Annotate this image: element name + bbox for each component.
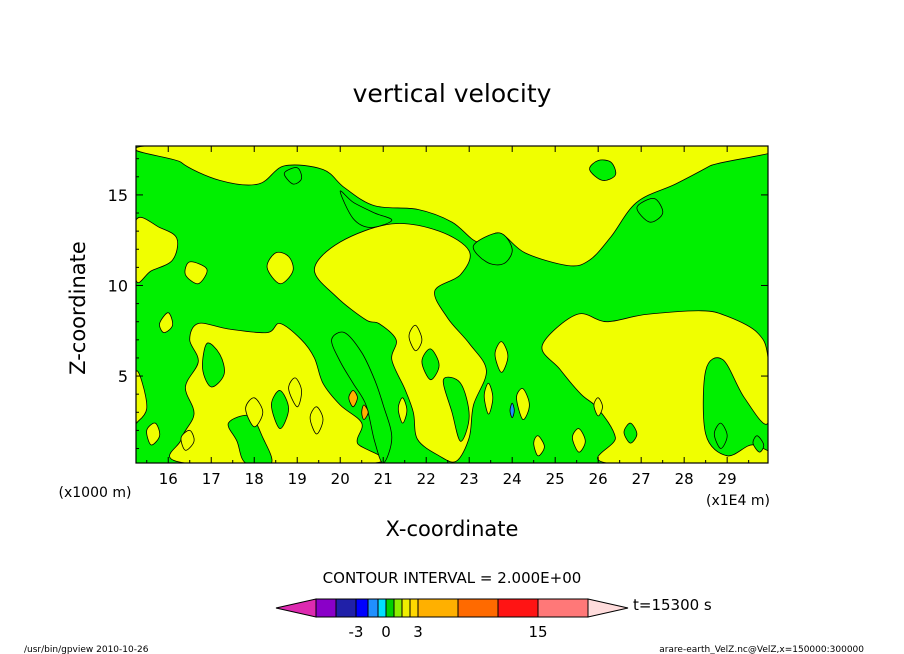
contour-regions [136, 146, 768, 463]
colorbar-swatch-2 [355, 598, 369, 618]
updraft-region-18 [136, 370, 148, 424]
colorbar-swatch-5 [385, 598, 395, 618]
strong-cell-1 [361, 404, 369, 420]
downdraft-region-8 [283, 167, 303, 185]
x-unit-note: (x1E4 m) [706, 493, 770, 509]
colorbar-swatch-4 [377, 598, 387, 618]
colorbar: -3 0 3 15 [275, 598, 629, 641]
colorbar-swatch-9 [417, 598, 459, 618]
x-tick-label-27: 27 [632, 470, 651, 488]
updraft-region-21 [180, 429, 195, 451]
strong-cell-2 [509, 402, 515, 419]
x-axis-label: X-coordinate [386, 517, 519, 541]
updraft-region-19 [146, 422, 161, 446]
downdraft-region-34 [752, 435, 765, 453]
colorbar-swatch-12 [537, 598, 589, 618]
colorbar-swatch-7 [401, 598, 411, 618]
colorbar-swatch-10 [457, 598, 499, 618]
colorbar-arrow-low [275, 598, 317, 618]
updraft-region-25 [408, 324, 423, 352]
updraft-region-2 [313, 223, 487, 463]
x-axis: 16 17 18 19 20 21 22 23 24 25 26 27 28 29 [146, 146, 750, 488]
updraft-region-31 [571, 428, 586, 453]
downdraft-region-7 [339, 190, 393, 228]
x-tick-label-21: 21 [374, 470, 393, 488]
x-tick-label-23: 23 [460, 470, 479, 488]
footer-left: /usr/bin/gpview 2010-10-26 [24, 645, 149, 654]
x-tick-label-28: 28 [675, 470, 694, 488]
downdraft-region-17 [421, 348, 440, 381]
x-tick-label-24: 24 [503, 470, 522, 488]
y-axis-label: Z-coordinate [66, 241, 90, 375]
colorbar-label-0: -3 [349, 623, 364, 641]
downdraft-region-16 [270, 390, 290, 429]
time-label: t=15300 s [633, 596, 712, 614]
updraft-region-28 [483, 382, 494, 415]
colorbar-arrow-high [587, 598, 629, 618]
footer-right: arare-earth_VelZ.nc@VelZ,x=150000:300000 [659, 645, 864, 654]
x-tick-label-29: 29 [718, 470, 737, 488]
updraft-region-27 [494, 341, 509, 373]
colorbar-swatch-11 [497, 598, 539, 618]
updraft-region-5 [266, 251, 294, 285]
chart-title: vertical velocity [353, 79, 552, 108]
downdraft-region-11 [636, 198, 664, 223]
downdraft-region-10 [472, 232, 513, 266]
updraft-region-6 [184, 261, 208, 285]
downdraft-region-12 [331, 331, 393, 463]
x-tick-label-17: 17 [202, 470, 221, 488]
updraft-region-3 [541, 310, 768, 463]
downdraft-region-9 [589, 159, 617, 181]
colorbar-swatch-6 [393, 598, 403, 618]
x-tick-label-20: 20 [331, 470, 350, 488]
strong-cell-0 [348, 390, 358, 408]
colorbar-label-2: 3 [413, 623, 423, 641]
updraft-region-24 [309, 406, 324, 435]
updraft-region-30 [533, 435, 545, 457]
colorbar-label-1: 0 [381, 623, 391, 641]
x-tick-label-16: 16 [159, 470, 178, 488]
y-axis: 5 10 15 [108, 158, 768, 450]
updraft-region-4 [136, 216, 179, 284]
x-tick-label-25: 25 [546, 470, 565, 488]
y-tick-label-10: 10 [108, 276, 128, 295]
x-tick-label-18: 18 [245, 470, 264, 488]
x-tick-label-22: 22 [417, 470, 436, 488]
y-tick-label-15: 15 [108, 186, 128, 205]
colorbar-label-3: 15 [528, 623, 547, 641]
updraft-region-23 [288, 377, 302, 408]
updraft-region-22 [245, 397, 264, 428]
updraft-region-20 [159, 312, 174, 333]
downdraft-region-35 [623, 422, 638, 444]
plot-frame [135, 145, 769, 464]
colorbar-swatch-8 [409, 598, 419, 618]
downdraft-region-33 [713, 422, 728, 449]
x-tick-label-26: 26 [589, 470, 608, 488]
colorbar-swatch-1 [335, 598, 357, 618]
downdraft-region-15 [442, 376, 470, 442]
updraft-region-29 [516, 388, 530, 420]
updraft-region-26 [397, 397, 408, 424]
y-unit-note: (x1000 m) [59, 485, 132, 501]
downdraft-region-13 [202, 342, 225, 388]
colorbar-swatch-3 [367, 598, 379, 618]
plot-area [135, 145, 769, 464]
x-tick-label-19: 19 [288, 470, 307, 488]
colorbar-swatch-0 [315, 598, 337, 618]
y-tick-label-5: 5 [118, 367, 128, 386]
contour-interval: CONTOUR INTERVAL = 2.000E+00 [323, 569, 582, 587]
updraft-region-32 [593, 397, 603, 417]
